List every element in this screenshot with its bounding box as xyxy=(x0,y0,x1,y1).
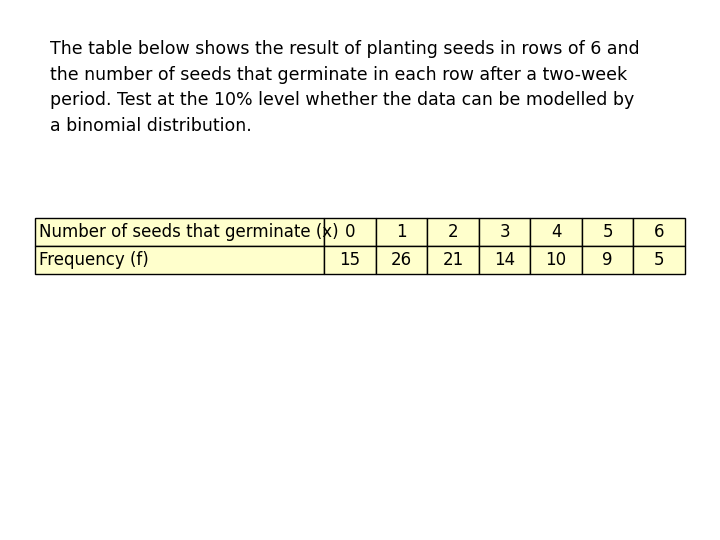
Text: Frequency (f): Frequency (f) xyxy=(39,251,149,269)
Bar xyxy=(376,246,428,274)
Bar xyxy=(582,218,634,246)
Bar xyxy=(428,218,479,246)
Bar xyxy=(428,246,479,274)
Text: Number of seeds that germinate (x): Number of seeds that germinate (x) xyxy=(39,223,338,241)
Text: 3: 3 xyxy=(499,223,510,241)
Bar xyxy=(376,218,428,246)
Text: 0: 0 xyxy=(345,223,355,241)
Bar xyxy=(324,218,376,246)
Text: 5: 5 xyxy=(603,223,613,241)
Text: 6: 6 xyxy=(654,223,665,241)
Text: 14: 14 xyxy=(494,251,516,269)
Bar xyxy=(479,246,531,274)
Bar xyxy=(634,218,685,246)
Text: 26: 26 xyxy=(391,251,412,269)
Text: 5: 5 xyxy=(654,251,665,269)
Bar xyxy=(35,246,324,274)
Text: 2: 2 xyxy=(448,223,459,241)
Bar xyxy=(634,246,685,274)
Bar xyxy=(324,246,376,274)
Bar xyxy=(479,218,531,246)
Bar xyxy=(531,246,582,274)
Bar xyxy=(35,218,324,246)
Text: 10: 10 xyxy=(546,251,567,269)
Text: The table below shows the result of planting seeds in rows of 6 and
the number o: The table below shows the result of plan… xyxy=(50,40,639,135)
Text: 4: 4 xyxy=(551,223,562,241)
Text: 1: 1 xyxy=(396,223,407,241)
Text: 15: 15 xyxy=(339,251,361,269)
Bar xyxy=(531,218,582,246)
Bar xyxy=(582,246,634,274)
Text: 21: 21 xyxy=(443,251,464,269)
Text: 9: 9 xyxy=(603,251,613,269)
